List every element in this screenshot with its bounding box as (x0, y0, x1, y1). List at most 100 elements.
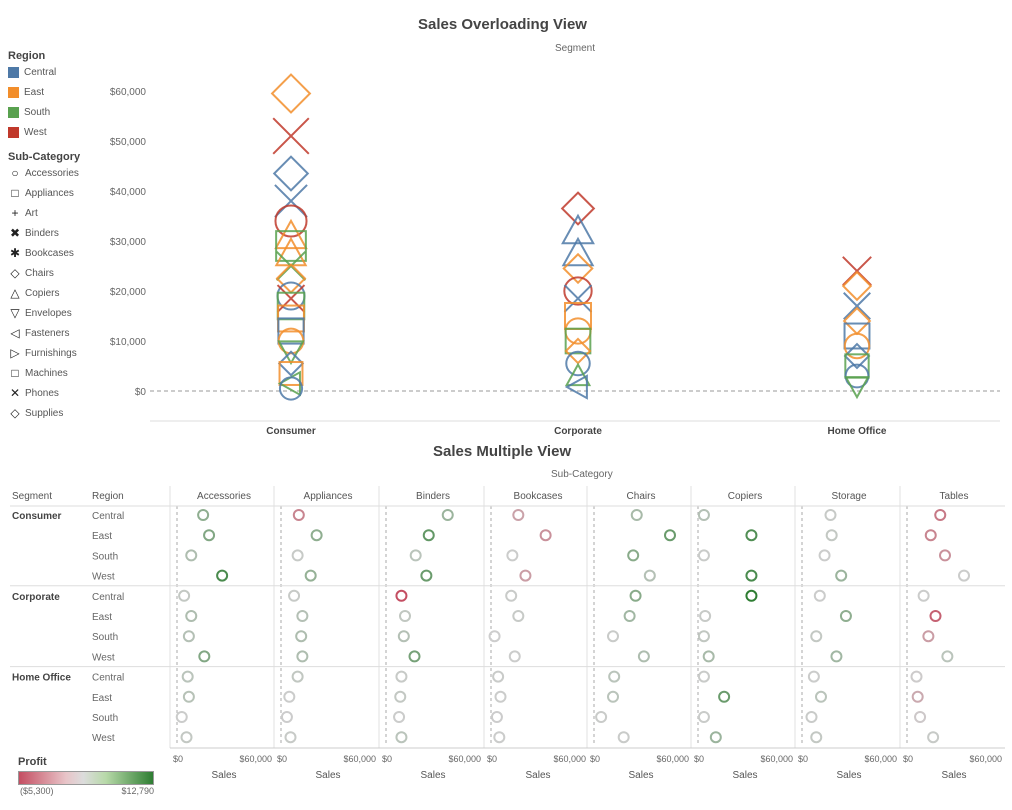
data-point[interactable] (843, 322, 871, 350)
data-point[interactable] (824, 509, 837, 521)
data-point[interactable] (560, 191, 596, 226)
data-point[interactable] (939, 549, 951, 562)
data-point[interactable] (643, 569, 656, 582)
data-point[interactable] (310, 529, 323, 542)
data-point[interactable] (699, 610, 712, 622)
data-point[interactable] (697, 509, 710, 521)
data-point[interactable] (561, 213, 595, 245)
data-point[interactable] (564, 327, 592, 355)
data-point[interactable] (506, 549, 519, 562)
data-point[interactable] (718, 690, 731, 703)
data-point[interactable] (561, 236, 595, 267)
data-point[interactable] (607, 690, 619, 703)
data-point[interactable] (825, 529, 838, 542)
data-point[interactable] (408, 650, 421, 663)
data-point[interactable] (295, 630, 308, 643)
data-point[interactable] (278, 376, 304, 401)
data-point[interactable] (539, 529, 552, 542)
data-point[interactable] (629, 589, 642, 602)
data-point[interactable] (277, 370, 301, 397)
data-point[interactable] (842, 306, 872, 336)
data-point[interactable] (288, 589, 301, 602)
data-point[interactable] (843, 332, 871, 360)
data-point[interactable] (818, 549, 831, 562)
data-point[interactable] (395, 589, 408, 602)
subcategory-legend-item[interactable]: ✕ Phones (8, 383, 80, 403)
subcategory-legend-item[interactable]: ✖ Binders (8, 223, 80, 243)
data-point[interactable] (292, 509, 305, 521)
data-point[interactable] (922, 630, 935, 643)
data-point[interactable] (181, 670, 194, 683)
data-point[interactable] (283, 690, 296, 703)
data-point[interactable] (441, 509, 454, 521)
data-point[interactable] (409, 549, 422, 562)
data-point[interactable] (399, 610, 411, 622)
subcategory-legend-item[interactable]: ◇ Supplies (8, 403, 80, 423)
subcategory-legend-item[interactable]: ◇ Chairs (8, 263, 80, 283)
data-point[interactable] (182, 690, 195, 703)
data-point[interactable] (274, 218, 308, 250)
data-point[interactable] (844, 363, 870, 389)
region-legend-item[interactable]: South (8, 102, 56, 122)
data-point[interactable] (927, 731, 940, 744)
data-point[interactable] (607, 630, 619, 643)
data-point[interactable] (216, 569, 229, 582)
data-point[interactable] (274, 204, 308, 238)
data-point[interactable] (512, 509, 525, 521)
data-point[interactable] (702, 650, 715, 663)
data-point[interactable] (697, 711, 710, 723)
data-point[interactable] (420, 569, 433, 582)
data-point[interactable] (697, 549, 710, 562)
data-point[interactable] (197, 509, 210, 521)
data-point[interactable] (185, 610, 198, 622)
data-point[interactable] (393, 711, 406, 723)
data-point[interactable] (284, 731, 297, 744)
data-point[interactable] (844, 376, 870, 400)
data-point[interactable] (494, 690, 507, 703)
data-point[interactable] (623, 610, 636, 622)
data-point[interactable] (180, 731, 193, 744)
data-point[interactable] (637, 650, 650, 663)
data-point[interactable] (397, 630, 410, 643)
subcategory-legend-item[interactable]: ◁ Fasteners (8, 323, 80, 343)
data-point[interactable] (617, 731, 630, 744)
data-point[interactable] (843, 292, 871, 320)
data-point[interactable] (941, 650, 954, 663)
data-point[interactable] (492, 670, 505, 683)
data-point[interactable] (595, 711, 608, 723)
data-point[interactable] (178, 589, 191, 602)
data-point[interactable] (807, 670, 820, 683)
data-point[interactable] (697, 670, 710, 683)
data-point[interactable] (272, 155, 310, 192)
data-point[interactable] (929, 610, 942, 622)
data-point[interactable] (276, 284, 306, 313)
data-point[interactable] (664, 529, 676, 542)
data-point[interactable] (198, 650, 211, 663)
data-point[interactable] (910, 670, 923, 683)
data-point[interactable] (422, 529, 435, 542)
data-point[interactable] (291, 549, 304, 562)
data-point[interactable] (914, 711, 927, 723)
data-point[interactable] (563, 276, 593, 306)
data-point[interactable] (395, 670, 408, 683)
data-point[interactable] (278, 361, 304, 386)
data-point[interactable] (813, 589, 826, 602)
data-point[interactable] (562, 252, 594, 285)
data-point[interactable] (627, 549, 640, 562)
data-point[interactable] (185, 549, 198, 562)
data-point[interactable] (519, 569, 532, 582)
data-point[interactable] (304, 569, 317, 582)
data-point[interactable] (512, 610, 525, 622)
data-point[interactable] (843, 342, 871, 370)
data-point[interactable] (508, 650, 521, 663)
data-point[interactable] (565, 350, 591, 377)
data-point[interactable] (488, 630, 501, 643)
region-legend-item[interactable]: East (8, 82, 56, 102)
data-point[interactable] (395, 731, 408, 744)
data-point[interactable] (175, 711, 188, 723)
data-point[interactable] (745, 569, 758, 582)
data-point[interactable] (697, 630, 710, 643)
data-point[interactable] (924, 529, 937, 542)
data-point[interactable] (277, 317, 305, 345)
data-point[interactable] (275, 250, 307, 282)
